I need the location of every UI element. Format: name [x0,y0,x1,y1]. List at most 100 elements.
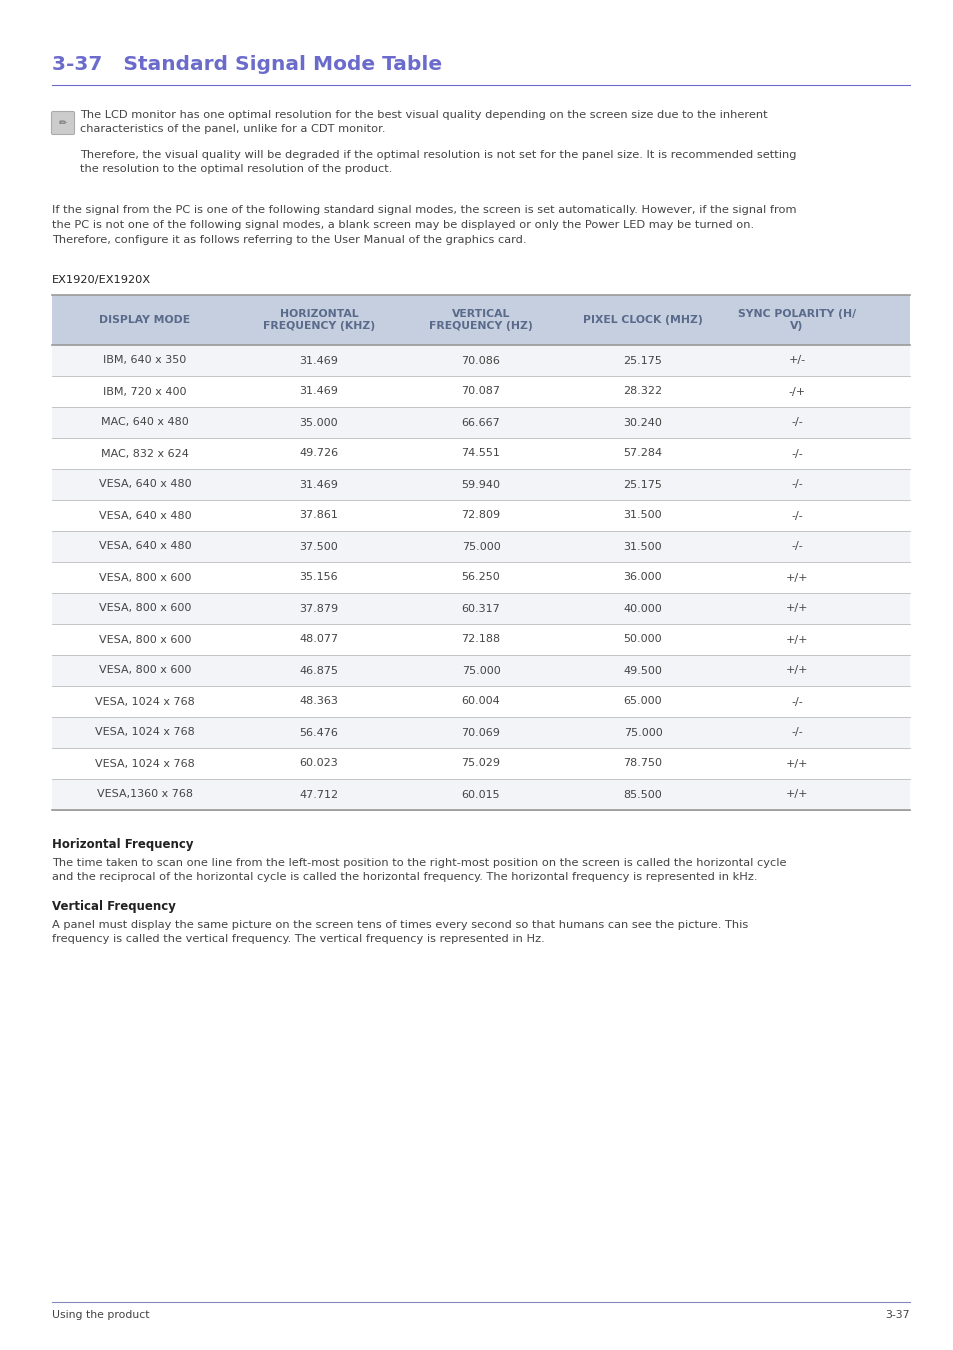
Text: 25.175: 25.175 [623,479,661,490]
Bar [52,779,909,810]
Text: 70.069: 70.069 [461,728,500,737]
Bar [52,655,909,686]
Text: 50.000: 50.000 [623,634,661,644]
Text: 37.861: 37.861 [299,510,338,521]
Text: 48.363: 48.363 [299,697,338,706]
Text: 75.029: 75.029 [461,759,500,768]
Text: 60.004: 60.004 [461,697,500,706]
Text: 35.000: 35.000 [299,417,338,428]
Bar [52,468,909,500]
Text: VESA, 640 x 480: VESA, 640 x 480 [98,541,192,552]
Text: 60.023: 60.023 [299,759,338,768]
Text: 35.156: 35.156 [299,572,338,582]
Text: HORIZONTAL
FREQUENCY (KHZ): HORIZONTAL FREQUENCY (KHZ) [263,309,375,331]
Text: 3-37: 3-37 [884,1310,909,1320]
Text: 70.087: 70.087 [461,386,500,397]
Text: +/+: +/+ [785,759,807,768]
Text: 28.322: 28.322 [622,386,662,397]
Text: -/-: -/- [790,417,802,428]
Text: 46.875: 46.875 [299,666,338,675]
Text: 66.667: 66.667 [461,417,500,428]
Text: 74.551: 74.551 [461,448,500,459]
Text: 72.188: 72.188 [461,634,500,644]
Text: VESA, 800 x 600: VESA, 800 x 600 [99,666,191,675]
Text: 48.077: 48.077 [299,634,338,644]
Text: 37.500: 37.500 [299,541,338,552]
Text: 60.317: 60.317 [461,603,500,613]
Text: VESA, 640 x 480: VESA, 640 x 480 [98,510,192,521]
Text: 78.750: 78.750 [623,759,661,768]
Text: +/-: +/- [787,355,804,366]
Text: -/-: -/- [790,448,802,459]
Text: VESA, 800 x 600: VESA, 800 x 600 [99,603,191,613]
Text: ✏: ✏ [59,117,67,128]
Text: 31.469: 31.469 [299,479,338,490]
Text: IBM, 640 x 350: IBM, 640 x 350 [103,355,187,366]
Bar [52,437,909,468]
Text: Using the product: Using the product [52,1310,150,1320]
Text: 36.000: 36.000 [623,572,661,582]
Text: -/-: -/- [790,697,802,706]
Text: SYNC POLARITY (H/
V): SYNC POLARITY (H/ V) [738,309,855,331]
Text: The LCD monitor has one optimal resolution for the best visual quality depending: The LCD monitor has one optimal resoluti… [80,109,767,135]
Bar [52,296,909,346]
Text: 70.086: 70.086 [461,355,500,366]
Text: VESA, 1024 x 768: VESA, 1024 x 768 [95,697,194,706]
Text: PIXEL CLOCK (MHZ): PIXEL CLOCK (MHZ) [582,315,702,325]
Text: VERTICAL
FREQUENCY (HZ): VERTICAL FREQUENCY (HZ) [429,309,533,331]
Text: 31.500: 31.500 [623,541,661,552]
Bar [52,346,909,377]
Text: 59.940: 59.940 [461,479,500,490]
Text: EX1920/EX1920X: EX1920/EX1920X [52,275,151,285]
Text: 72.809: 72.809 [461,510,500,521]
Text: -/-: -/- [790,510,802,521]
Text: VESA, 800 x 600: VESA, 800 x 600 [99,572,191,582]
Text: +/+: +/+ [785,666,807,675]
Text: -/+: -/+ [787,386,804,397]
Text: 75.000: 75.000 [461,666,500,675]
Text: 25.175: 25.175 [623,355,661,366]
Text: 56.476: 56.476 [299,728,338,737]
Text: +/+: +/+ [785,572,807,582]
Text: -/-: -/- [790,541,802,552]
Text: +/+: +/+ [785,603,807,613]
Text: VESA, 800 x 600: VESA, 800 x 600 [99,634,191,644]
Bar [52,500,909,531]
Text: 40.000: 40.000 [623,603,661,613]
Text: 31.469: 31.469 [299,386,338,397]
Bar [52,593,909,624]
Text: VESA, 640 x 480: VESA, 640 x 480 [98,479,192,490]
Bar [52,624,909,655]
Text: Therefore, the visual quality will be degraded if the optimal resolution is not : Therefore, the visual quality will be de… [80,150,796,174]
Text: MAC, 832 x 624: MAC, 832 x 624 [101,448,189,459]
Text: 31.469: 31.469 [299,355,338,366]
Text: The time taken to scan one line from the left-most position to the right-most po: The time taken to scan one line from the… [52,859,785,883]
Text: 60.015: 60.015 [461,790,499,799]
Text: -/-: -/- [790,728,802,737]
Bar [52,531,909,562]
Text: 56.250: 56.250 [461,572,500,582]
Text: VESA, 1024 x 768: VESA, 1024 x 768 [95,728,194,737]
Text: 75.000: 75.000 [623,728,661,737]
Bar [52,562,909,593]
Text: 30.240: 30.240 [623,417,661,428]
Text: 49.726: 49.726 [299,448,338,459]
Text: VESA, 1024 x 768: VESA, 1024 x 768 [95,759,194,768]
Text: 75.000: 75.000 [461,541,500,552]
Text: IBM, 720 x 400: IBM, 720 x 400 [103,386,187,397]
Bar [52,377,909,406]
Text: -/-: -/- [790,479,802,490]
Bar [52,717,909,748]
Text: A panel must display the same picture on the screen tens of times every second s: A panel must display the same picture on… [52,919,747,945]
Text: 47.712: 47.712 [299,790,338,799]
Text: 49.500: 49.500 [623,666,661,675]
Bar [52,686,909,717]
Text: Horizontal Frequency: Horizontal Frequency [52,838,193,850]
Text: If the signal from the PC is one of the following standard signal modes, the scr: If the signal from the PC is one of the … [52,205,796,244]
Text: MAC, 640 x 480: MAC, 640 x 480 [101,417,189,428]
Text: DISPLAY MODE: DISPLAY MODE [99,315,191,325]
FancyBboxPatch shape [51,112,74,135]
Text: Vertical Frequency: Vertical Frequency [52,900,175,913]
Text: 65.000: 65.000 [623,697,661,706]
Text: 3-37   Standard Signal Mode Table: 3-37 Standard Signal Mode Table [52,55,441,74]
